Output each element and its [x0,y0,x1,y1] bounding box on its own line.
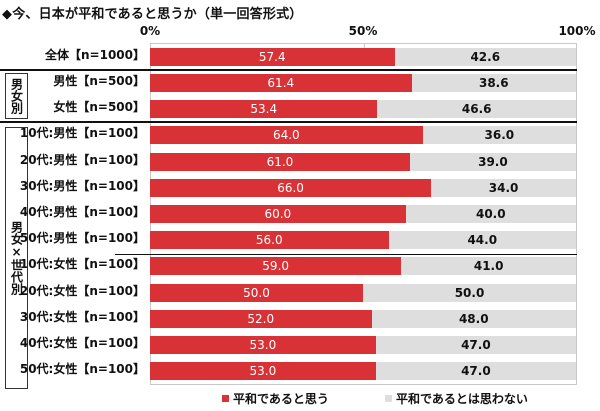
table-row: 50代:男性【n=100】 56.0 44.0 [0,226,600,252]
bar-segment-yes: 59.0 [150,257,402,275]
bar-segment-no: 38.6 [411,74,576,92]
stacked-bar: 66.0 34.0 [150,178,576,197]
legend-label-no: 平和であるとは思わない [396,392,528,406]
bar-segment-yes: 66.0 [150,178,432,197]
row-label: 50代:男性【n=100】 [19,231,145,245]
stacked-bar: 57.4 42.6 [150,48,576,66]
legend-swatch-gray-icon [385,395,392,402]
group-label-gender-age: 男女×世代別 [9,221,24,295]
axis-tick-50: 50% [348,24,378,38]
stacked-bar: 56.0 44.0 [150,231,576,249]
bar-segment-no: 48.0 [371,309,576,328]
legend-label-yes: 平和であると思う [233,392,329,406]
bar-segment-no: 50.0 [363,283,576,302]
table-row: 女性【n=500】 53.4 46.6 [0,95,600,121]
row-label: 40代:男性【n=100】 [19,204,145,219]
table-row: 10代:男性【n=100】 64.0 36.0 [0,121,600,147]
axis-tick-0: 0% [139,24,161,38]
axis-tick-100: 100% [558,24,596,38]
row-label: 10代:男性【n=100】 [19,126,145,140]
midline-tick [364,44,365,50]
stacked-bar: 53.4 46.6 [150,100,576,118]
row-label: 全体【n=1000】 [45,48,145,62]
table-row: 20代:女性【n=100】 50.0 50.0 [0,279,600,305]
bar-segment-yes: 57.4 [150,48,395,66]
table-row: 40代:女性【n=100】 53.0 47.0 [0,331,600,357]
table-row: 男性【n=500】 61.4 38.6 [0,69,600,95]
bar-segment-yes: 50.0 [150,283,363,302]
row-label: 女性【n=500】 [53,100,145,114]
row-label: 40代:女性【n=100】 [19,336,145,350]
row-label: 50代:女性【n=100】 [19,362,145,376]
bar-segment-yes: 64.0 [150,126,423,144]
bar-segment-yes: 52.0 [150,309,372,328]
bar-segment-no: 40.0 [405,204,576,223]
group-label-gender: 男女別 [9,78,24,114]
table-row: 20代:男性【n=100】 61.0 39.0 [0,148,600,174]
bar-segment-yes: 61.0 [150,152,410,171]
legend-swatch-red-icon [222,395,229,402]
stacked-bar: 61.4 38.6 [150,74,576,92]
stacked-bar: 60.0 40.0 [150,204,576,223]
bar-segment-no: 42.6 [394,48,576,66]
bar-segment-yes: 53.0 [150,362,376,380]
group-box-gender: 男女別 [5,73,28,119]
bar-segment-yes: 61.4 [150,74,412,92]
bar-segment-no: 46.6 [377,100,576,118]
bar-segment-yes: 56.0 [150,231,389,249]
separator-line-short [115,254,577,255]
stacked-bar: 53.0 47.0 [150,362,576,380]
bar-segment-yes: 53.4 [150,100,378,118]
row-label: 30代:男性【n=100】 [19,178,145,193]
row-label: 男性【n=500】 [53,74,145,88]
separator-line [0,121,577,123]
table-row: 全体【n=1000】 57.4 42.6 [0,43,600,69]
legend-item-yes: 平和であると思う [222,390,329,407]
row-label: 10代:女性【n=100】 [19,257,145,271]
stacked-bar: 50.0 50.0 [150,283,576,302]
bar-segment-no: 36.0 [422,126,576,144]
bar-segment-no: 44.0 [388,231,576,249]
table-row: 30代:女性【n=100】 52.0 48.0 [0,305,600,331]
row-label: 20代:女性【n=100】 [19,283,145,298]
group-box-gender-age: 男女×世代別 [5,127,28,389]
chart-title: ◆今、日本が平和であると思うか（単一回答形式） [2,7,303,22]
stacked-bar: 52.0 48.0 [150,309,576,328]
row-label: 30代:女性【n=100】 [19,309,145,324]
separator-line [0,69,577,71]
stacked-bar: 53.0 47.0 [150,336,576,354]
stacked-bar: 64.0 36.0 [150,126,576,144]
bar-segment-yes: 53.0 [150,336,376,354]
bar-segment-no: 47.0 [375,362,576,380]
bar-segment-no: 39.0 [409,152,576,171]
bar-segment-no: 41.0 [401,257,576,275]
table-row: 10代:女性【n=100】 59.0 41.0 [0,252,600,278]
bar-segment-no: 34.0 [431,178,576,197]
row-label: 20代:男性【n=100】 [19,152,145,167]
legend: 平和であると思う 平和であるとは思わない [0,390,600,408]
bar-segment-yes: 60.0 [150,204,406,223]
legend-item-no: 平和であるとは思わない [385,390,528,407]
table-row: 30代:男性【n=100】 66.0 34.0 [0,174,600,200]
table-row: 50代:女性【n=100】 53.0 47.0 [0,357,600,383]
stacked-bar: 59.0 41.0 [150,257,576,275]
bar-segment-no: 47.0 [375,336,576,354]
table-row: 40代:男性【n=100】 60.0 40.0 [0,200,600,226]
stacked-bar: 61.0 39.0 [150,152,576,171]
